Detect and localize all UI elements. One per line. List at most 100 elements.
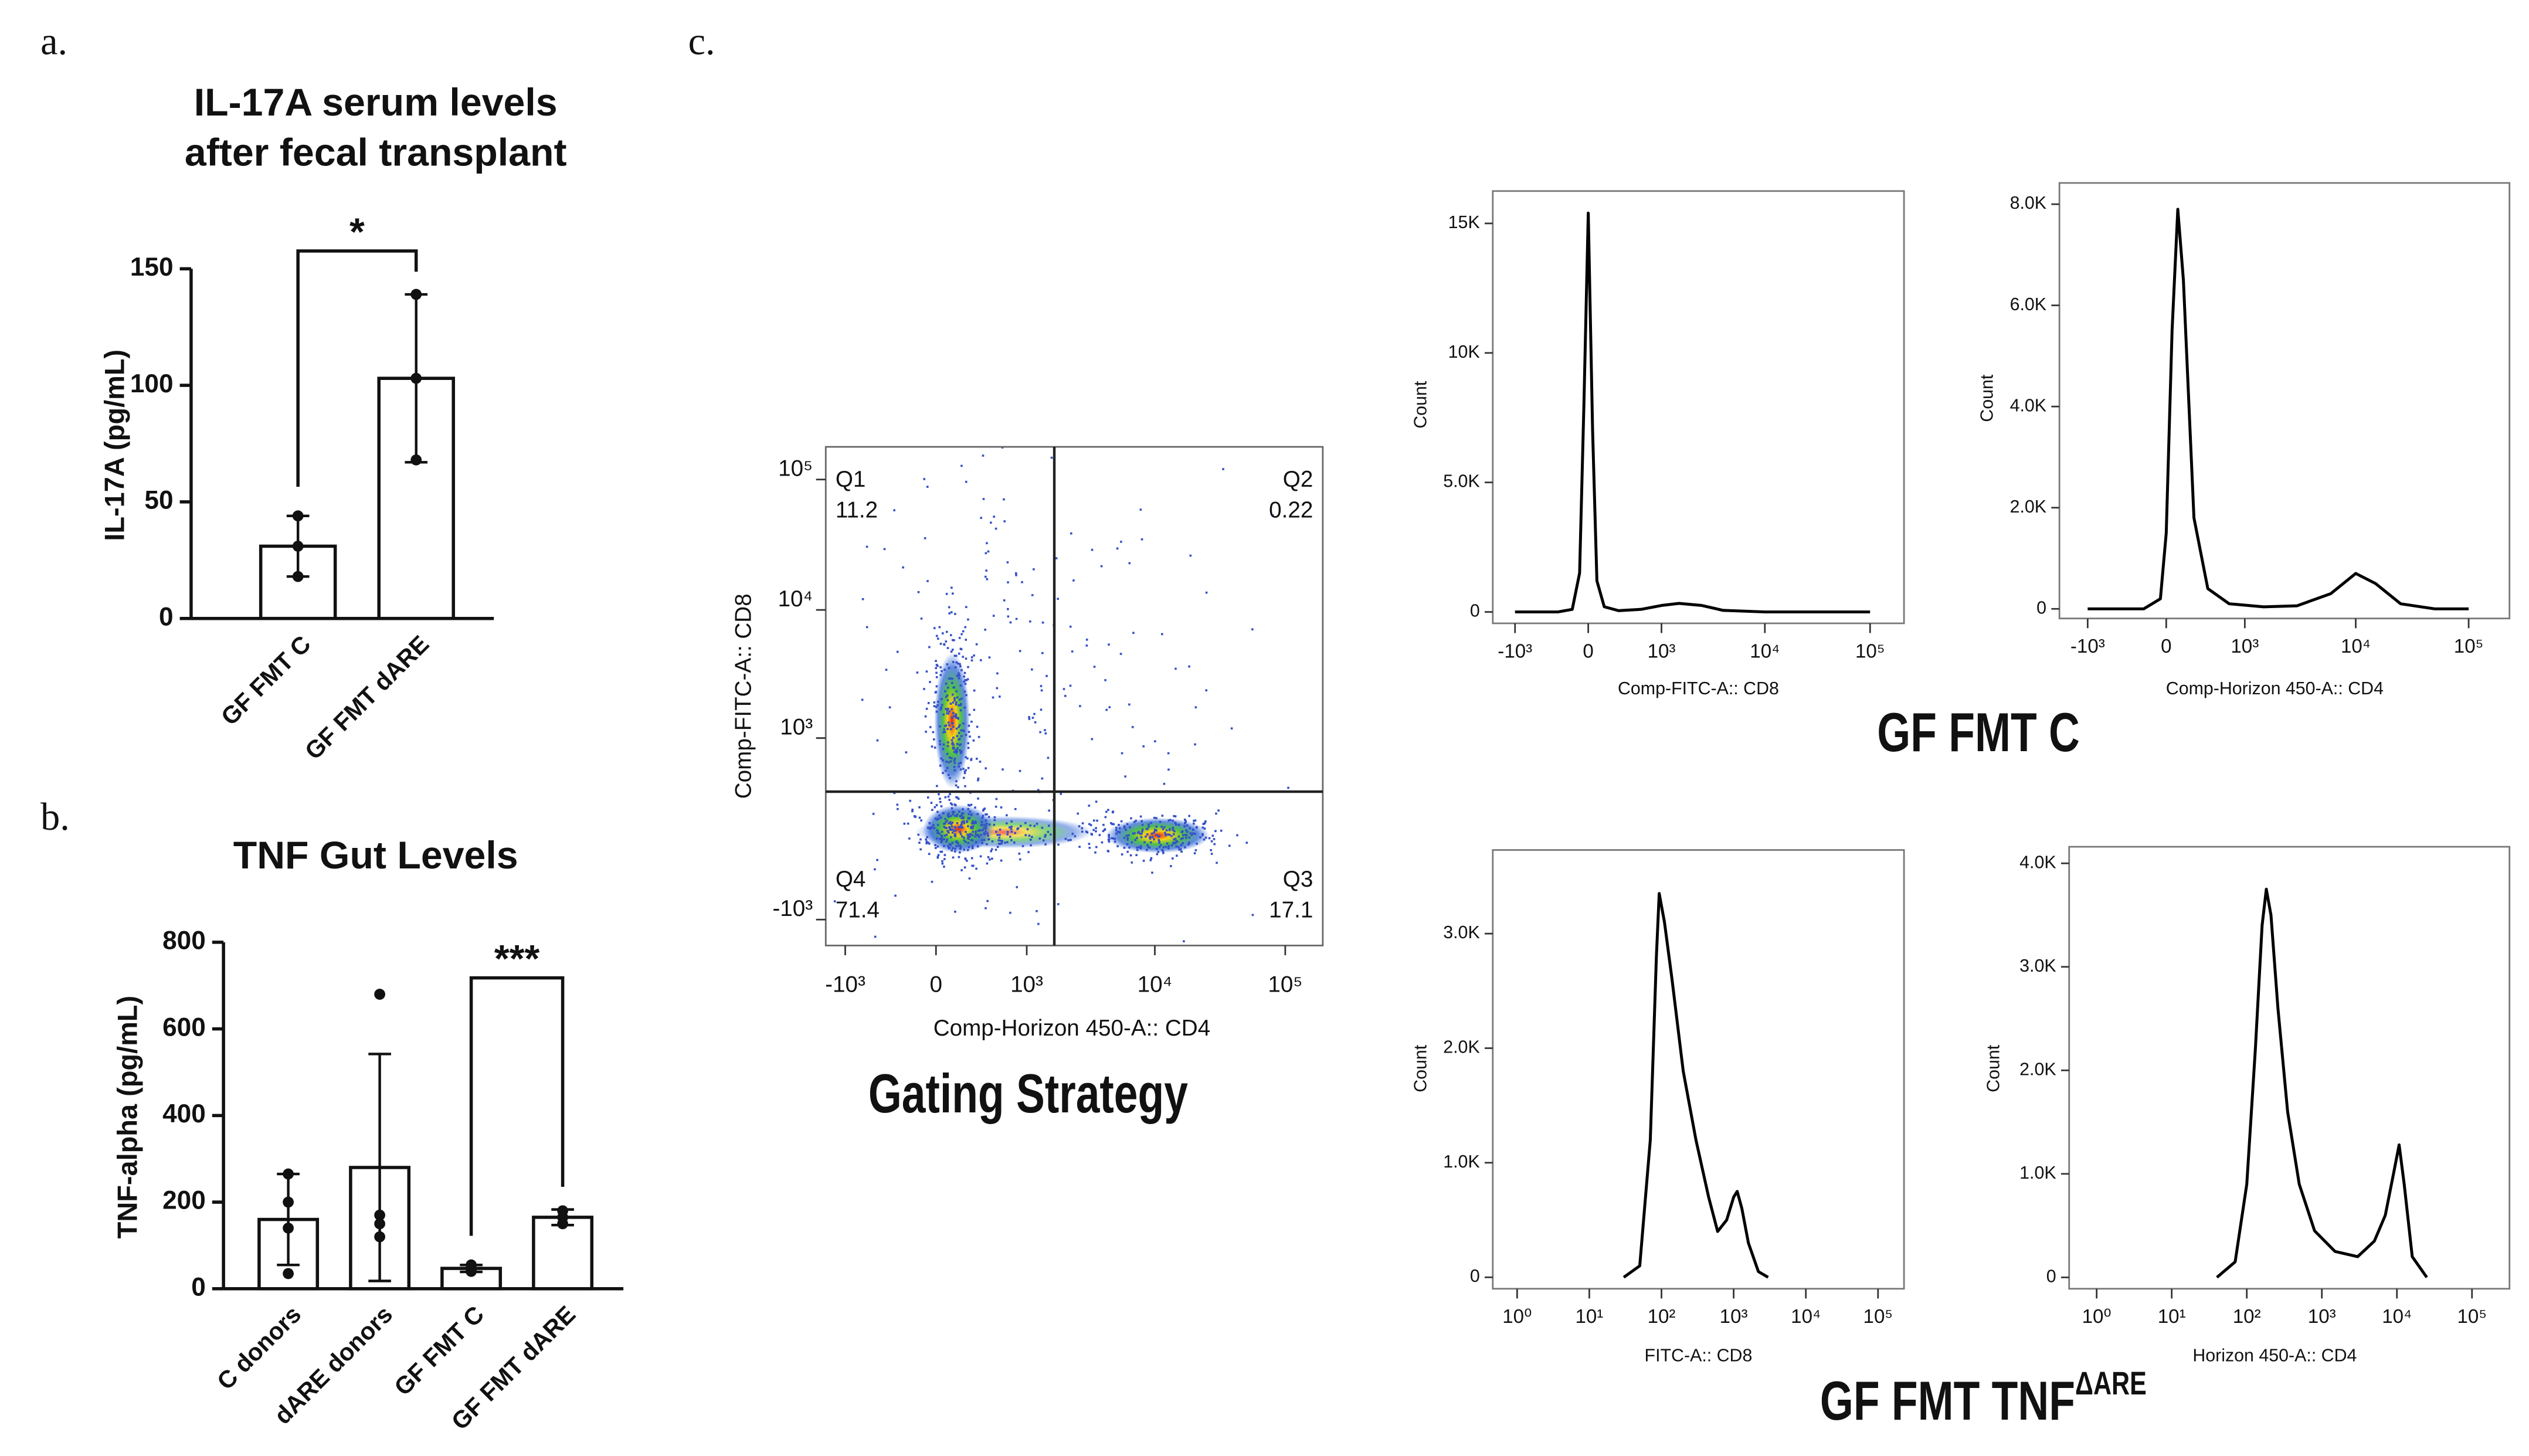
- event-dot: [1026, 828, 1029, 830]
- event-dot: [1123, 847, 1126, 849]
- event-dot: [979, 855, 982, 858]
- event-dot: [951, 693, 954, 696]
- event-dot: [920, 819, 922, 822]
- event-dot: [1044, 729, 1046, 731]
- x-tick-label: 10³: [2231, 636, 2259, 657]
- event-dot: [1057, 903, 1060, 905]
- event-dot: [963, 866, 966, 869]
- event-dot: [954, 911, 956, 913]
- event-dot: [1112, 823, 1115, 826]
- event-dot: [1129, 826, 1131, 829]
- event-dot: [936, 664, 939, 667]
- event-dot: [1124, 775, 1126, 778]
- event-dot: [935, 667, 938, 670]
- x-axis-label: Comp-Horizon 450-A:: CD4: [2166, 679, 2384, 698]
- event-dot: [947, 845, 949, 847]
- event-dot: [1194, 849, 1197, 851]
- event-dot: [983, 833, 986, 836]
- event-dot: [911, 810, 914, 813]
- event-dot: [955, 703, 958, 706]
- event-dot: [943, 838, 945, 841]
- event-dot: [966, 821, 968, 823]
- x-tick-label: 10⁵: [1268, 972, 1302, 997]
- event-dot: [1044, 843, 1047, 846]
- event-dot: [982, 498, 985, 500]
- event-dot: [957, 786, 959, 789]
- event-dot: [1142, 745, 1145, 748]
- event-dot: [1062, 688, 1065, 690]
- event-dot: [1019, 650, 1021, 653]
- event-dot: [936, 704, 939, 707]
- x-tick-label: 10³: [1648, 640, 1676, 662]
- event-dot: [953, 811, 955, 813]
- event-dot: [1140, 832, 1143, 835]
- event-dot: [970, 758, 973, 761]
- panel-label: b.: [40, 796, 70, 839]
- event-dot: [949, 829, 951, 831]
- event-dot: [1104, 679, 1106, 681]
- event-dot: [1205, 689, 1208, 692]
- event-dot: [1185, 837, 1187, 839]
- x-tick-label: 10⁵: [2454, 636, 2484, 657]
- event-dot: [1174, 823, 1177, 826]
- event-dot: [1048, 809, 1050, 812]
- event-dot: [988, 656, 991, 659]
- x-tick-label: 10⁵: [1855, 640, 1885, 662]
- histogram-line: [2216, 887, 2428, 1279]
- event-dot: [965, 694, 968, 697]
- event-dot: [967, 837, 969, 839]
- event-dot: [1047, 756, 1050, 759]
- event-dot: [959, 743, 962, 746]
- x-tick-label: 10⁴: [1750, 640, 1780, 662]
- event-dot: [965, 756, 967, 759]
- group-label: GF FMT TNFΔARE: [1820, 1366, 2147, 1431]
- event-dot: [1188, 814, 1191, 817]
- event-dot: [960, 648, 963, 651]
- event-dot: [933, 705, 936, 708]
- x-tick-label: 10¹: [2158, 1306, 2186, 1328]
- event-dot: [1088, 847, 1091, 849]
- event-dot: [972, 864, 975, 867]
- event-dot: [935, 710, 938, 713]
- panel-label: a.: [40, 21, 67, 63]
- event-dot: [1088, 843, 1091, 845]
- event-dot: [1245, 841, 1248, 844]
- event-dot: [939, 674, 942, 676]
- x-tick-label: 10¹: [1575, 1306, 1603, 1328]
- event-dot: [1164, 831, 1166, 834]
- event-dot: [960, 821, 963, 824]
- event-dot: [1194, 743, 1196, 746]
- event-dot: [962, 656, 965, 658]
- event-dot: [1105, 810, 1108, 813]
- event-dot: [1006, 830, 1009, 833]
- event-dot: [931, 880, 933, 883]
- y-tick-label: 5.0K: [1443, 472, 1479, 491]
- event-dot: [944, 817, 946, 820]
- event-dot: [1158, 835, 1160, 838]
- event-dot: [926, 796, 929, 799]
- event-dot: [1167, 768, 1170, 771]
- event-dot: [931, 809, 933, 812]
- event-dot: [959, 844, 962, 847]
- event-dot: [1036, 910, 1038, 912]
- event-dot: [1141, 829, 1144, 831]
- event-dot: [946, 838, 948, 841]
- event-dot: [1217, 809, 1220, 812]
- event-dot: [936, 830, 939, 833]
- event-dot: [1148, 846, 1151, 849]
- event-dot: [982, 814, 985, 817]
- quadrant-name: Q3: [1283, 867, 1313, 892]
- event-dot: [973, 708, 976, 711]
- y-tick-label: 0: [159, 602, 174, 631]
- event-dot: [1145, 827, 1148, 830]
- event-dot: [953, 830, 955, 832]
- event-dot: [1161, 814, 1164, 817]
- event-dot: [951, 828, 954, 831]
- event-dot: [951, 841, 954, 844]
- event-dot: [946, 741, 949, 744]
- event-dot: [948, 826, 951, 829]
- event-dot: [861, 598, 864, 600]
- event-dot: [959, 768, 962, 771]
- event-dot: [951, 757, 953, 759]
- event-dot: [1031, 836, 1033, 839]
